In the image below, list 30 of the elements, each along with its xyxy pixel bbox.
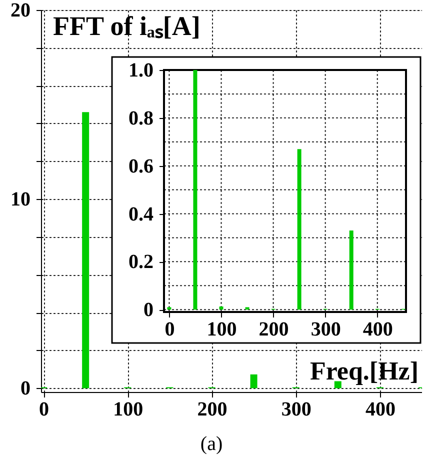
text: (a) <box>200 433 223 455</box>
y-tick-label: 0 <box>144 299 154 322</box>
y-tick-label: 20 <box>10 0 30 22</box>
bar <box>193 70 198 310</box>
bar <box>250 374 258 388</box>
x-tick-label: 200 <box>197 398 228 420</box>
y-tick-label: 0.2 <box>128 251 154 274</box>
bar <box>219 306 224 310</box>
x-tick-label: 0 <box>164 318 175 340</box>
x-tick-label: 100 <box>113 398 144 420</box>
y-tick-label: 0 <box>20 378 30 400</box>
bar <box>82 112 90 388</box>
x-axis-title: Freq.[Hz] <box>310 356 418 386</box>
x-tick-label: 300 <box>310 318 341 340</box>
y-tick-label: 10 <box>10 188 30 211</box>
bar <box>349 230 354 310</box>
x-tick-label: 100 <box>206 318 237 340</box>
y-tick-label: 0.6 <box>128 155 154 178</box>
x-tick-label: 400 <box>365 398 396 420</box>
x-tick-label: 400 <box>362 318 393 340</box>
chart-title: FFT of iₐₛ[A] <box>53 11 200 41</box>
x-tick-label: 300 <box>281 398 312 420</box>
bar <box>167 307 172 310</box>
y-tick-label: 0.4 <box>128 203 154 226</box>
x-tick-label: 200 <box>258 318 289 340</box>
bar <box>245 307 250 310</box>
bar <box>297 149 302 310</box>
y-tick-label: 0.8 <box>128 107 154 130</box>
x-tick-label: 0 <box>39 398 50 420</box>
y-tick-label: 1.0 <box>128 60 154 82</box>
